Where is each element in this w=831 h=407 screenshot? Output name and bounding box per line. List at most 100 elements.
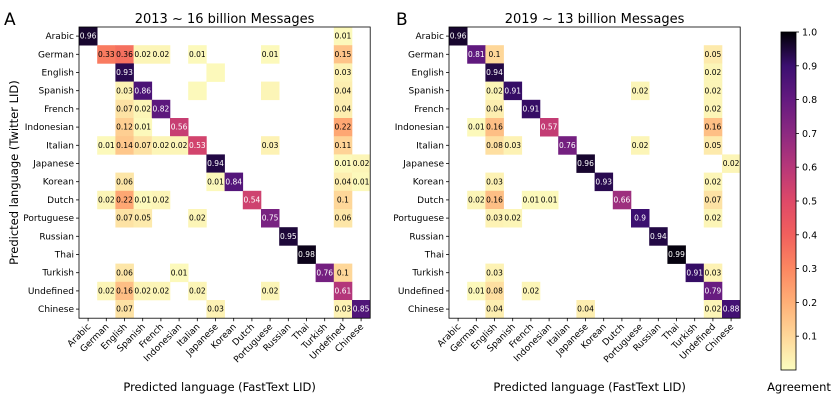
y-tick-label: English [42, 69, 75, 79]
cell-value-label: 0.04 [335, 177, 352, 186]
heatmap-cell [333, 209, 353, 228]
colorbar-tick-label: 0.8 [802, 95, 817, 106]
cell-value-label: 0.9 [634, 214, 646, 223]
cell-value-label: 0.07 [116, 214, 133, 223]
y-tick-label: Thai [424, 251, 444, 261]
y-axis-label: Predicted language (Twitter LID) [7, 80, 21, 265]
heatmap-cell [703, 136, 723, 155]
y-tick-label: Thai [54, 251, 74, 261]
y-tick-label: English [412, 69, 445, 79]
y-tick-label: German [408, 50, 444, 60]
y-tick-label: Turkish [411, 269, 444, 279]
heatmap-cell [352, 172, 371, 192]
heatmap-cell [315, 263, 335, 283]
cell-value-label: 0.1 [489, 50, 501, 59]
heatmap-cell [703, 300, 723, 319]
heatmap-cell [631, 81, 650, 101]
heatmap-cell [261, 281, 280, 301]
heatmap-cell [449, 27, 468, 46]
cell-value-label: 0.08 [486, 287, 503, 296]
panel-letter: A [4, 10, 16, 30]
heatmap-cell [467, 190, 486, 210]
heatmap-cell [188, 45, 207, 64]
cell-value-label: 0.01 [468, 287, 485, 296]
cell-value-label: 0.02 [98, 196, 115, 205]
x-axis-label: Predicted language (FastText LID) [123, 380, 316, 394]
y-tick-label: Korean [413, 178, 444, 188]
heatmap-cell [333, 118, 353, 137]
cell-value-label: 0.76 [316, 268, 333, 277]
heatmap-cell [333, 263, 353, 283]
plot-frame [78, 26, 371, 319]
cell-value-label: 0.99 [668, 250, 685, 259]
heatmap-cell [261, 209, 280, 228]
cell-value-label: 0.02 [632, 86, 649, 95]
heatmap-cell [703, 99, 723, 119]
y-tick-label: Russian [39, 232, 74, 242]
cell-value-label: 0.98 [298, 250, 315, 259]
cell-value-label: 0.02 [153, 141, 170, 150]
heatmap-cell [612, 190, 632, 210]
cell-value-label: 0.02 [705, 86, 722, 95]
cell-value-label: 0.02 [705, 68, 722, 77]
cell-value-label: 0.01 [98, 141, 115, 150]
cell-value-label: 0.02 [705, 305, 722, 314]
heatmap-cell [206, 172, 225, 192]
heatmap-cell [649, 227, 668, 246]
cell-value-label: 0.02 [189, 287, 206, 296]
heatmap-cell [115, 118, 134, 137]
cell-value-label: 0.06 [116, 268, 133, 277]
cell-value-label: 0.04 [577, 305, 594, 314]
cell-value-label: 0.86 [134, 86, 151, 95]
colorbar-tick-label: 0.7 [802, 129, 817, 140]
cell-value-label: 0.02 [171, 141, 188, 150]
heatmap-cell [521, 99, 541, 119]
cell-value-label: 0.01 [134, 123, 151, 132]
cell-value-label: 0.02 [153, 287, 170, 296]
cell-value-label: 0.91 [504, 86, 521, 95]
cell-value-label: 0.16 [116, 287, 133, 296]
heatmap-cell [261, 136, 280, 155]
y-tick-label: French [414, 105, 444, 115]
cell-value-label: 0.85 [353, 305, 370, 314]
cell-value-label: 0.81 [468, 50, 485, 59]
cell-value-label: 0.01 [541, 196, 558, 205]
heatmap-cell [503, 136, 523, 155]
panel-title: 2019 ~ 13 billion Messages [505, 12, 685, 27]
heatmap-cell [115, 209, 134, 228]
heatmap-cell [115, 63, 134, 82]
y-tick-label: German [38, 50, 74, 60]
cell-value-label: 0.07 [116, 305, 133, 314]
cell-value-label: 0.61 [335, 287, 352, 296]
cell-value-label: 0.02 [632, 141, 649, 150]
heatmap-cell [133, 190, 153, 210]
cell-value-label: 0.96 [577, 159, 594, 168]
cell-value-label: 0.06 [335, 214, 352, 223]
heatmap-cell [722, 300, 741, 319]
cell-value-label: 0.96 [80, 32, 97, 41]
heatmap-cell [97, 45, 116, 64]
y-tick-label: Arabic [45, 32, 74, 42]
heatmap-cell [485, 81, 504, 101]
cell-value-label: 0.12 [116, 123, 133, 132]
heatmap-cell [261, 45, 280, 64]
heatmap-cell [133, 136, 153, 155]
heatmap-cell [540, 190, 559, 210]
heatmap-cell [485, 281, 504, 301]
heatmap-cell [133, 281, 153, 301]
heatmap-cell [540, 118, 559, 137]
heatmap-cell [133, 99, 153, 119]
heatmap-cell [151, 190, 171, 210]
heatmap-cell [485, 209, 504, 228]
y-tick-label: Undefined [28, 287, 74, 297]
heatmap-cell [352, 300, 371, 319]
cell-value-label: 0.02 [134, 50, 151, 59]
heatmap-cell [485, 63, 504, 82]
cell-value-label: 0.15 [335, 50, 352, 59]
cell-value-label: 0.02 [134, 287, 151, 296]
heatmap-cell [133, 118, 153, 137]
cell-value-label: 0.01 [353, 177, 370, 186]
y-tick-label: Korean [43, 178, 74, 188]
heatmap-cell [206, 300, 225, 319]
